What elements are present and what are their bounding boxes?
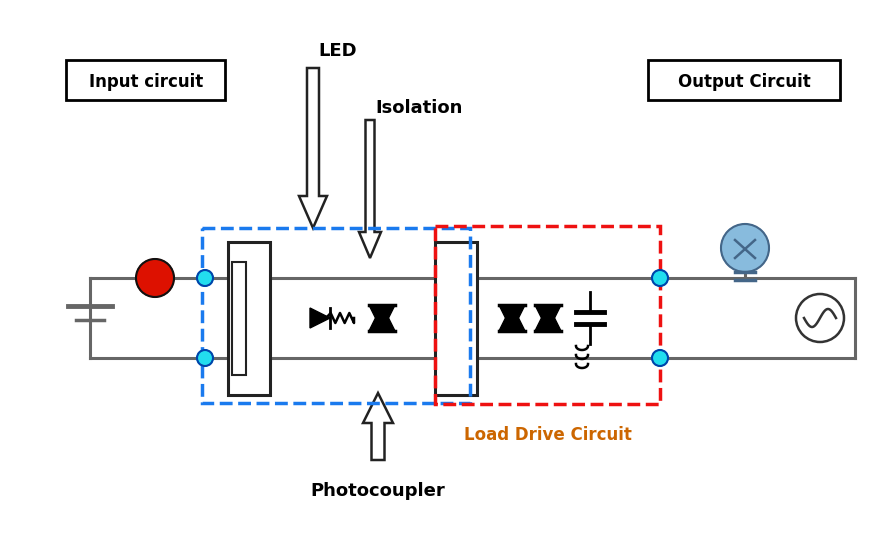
Bar	[232, 262, 246, 375]
Polygon shape	[499, 305, 525, 331]
Polygon shape	[299, 68, 327, 228]
Circle shape	[136, 259, 174, 297]
Text: Photocoupler: Photocoupler	[311, 482, 446, 500]
Polygon shape	[363, 393, 393, 460]
FancyBboxPatch shape	[66, 60, 225, 100]
Circle shape	[721, 224, 769, 272]
Text: LED: LED	[318, 42, 356, 60]
Text: Output Circuit: Output Circuit	[678, 73, 810, 91]
Circle shape	[652, 350, 668, 366]
Polygon shape	[369, 305, 395, 331]
Bar	[435, 242, 477, 395]
Polygon shape	[359, 120, 381, 258]
Text: Isolation: Isolation	[375, 99, 463, 117]
Text: Input circuit: Input circuit	[89, 73, 203, 91]
Bar	[435, 226, 660, 404]
Text: Load Drive Circuit: Load Drive Circuit	[463, 426, 631, 444]
Polygon shape	[369, 305, 395, 331]
Polygon shape	[535, 305, 561, 331]
Circle shape	[197, 350, 213, 366]
Bar	[202, 228, 470, 403]
Circle shape	[652, 270, 668, 286]
Polygon shape	[310, 308, 330, 328]
Polygon shape	[499, 305, 525, 331]
FancyBboxPatch shape	[648, 60, 840, 100]
Bar	[228, 242, 270, 395]
Circle shape	[796, 294, 844, 342]
Polygon shape	[535, 305, 561, 331]
Circle shape	[197, 270, 213, 286]
